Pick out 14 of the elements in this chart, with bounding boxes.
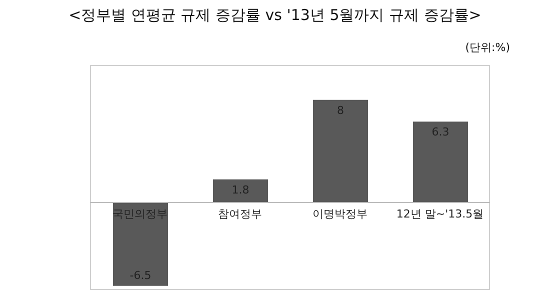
chart-subtitle: (단위:%) (465, 40, 510, 55)
x-tick-label: 이명박정부 (312, 207, 368, 220)
chart-title: <정부별 연평균 규제 증감률 vs '13년 5월까지 규제 증감률> (68, 6, 482, 25)
data-label: 1.8 (232, 183, 250, 196)
x-tick-label: 참여정부 (218, 207, 262, 220)
bar (413, 122, 468, 202)
bar (213, 179, 268, 202)
bar (313, 100, 368, 202)
data-label: -6.5 (130, 268, 152, 282)
bar (113, 202, 168, 286)
x-tick-label: 12년 말~'13.5월 (396, 207, 484, 220)
data-label: 6.3 (432, 126, 450, 139)
data-label: 8 (337, 104, 344, 117)
x-tick-label: 국민의정부 (112, 207, 168, 220)
